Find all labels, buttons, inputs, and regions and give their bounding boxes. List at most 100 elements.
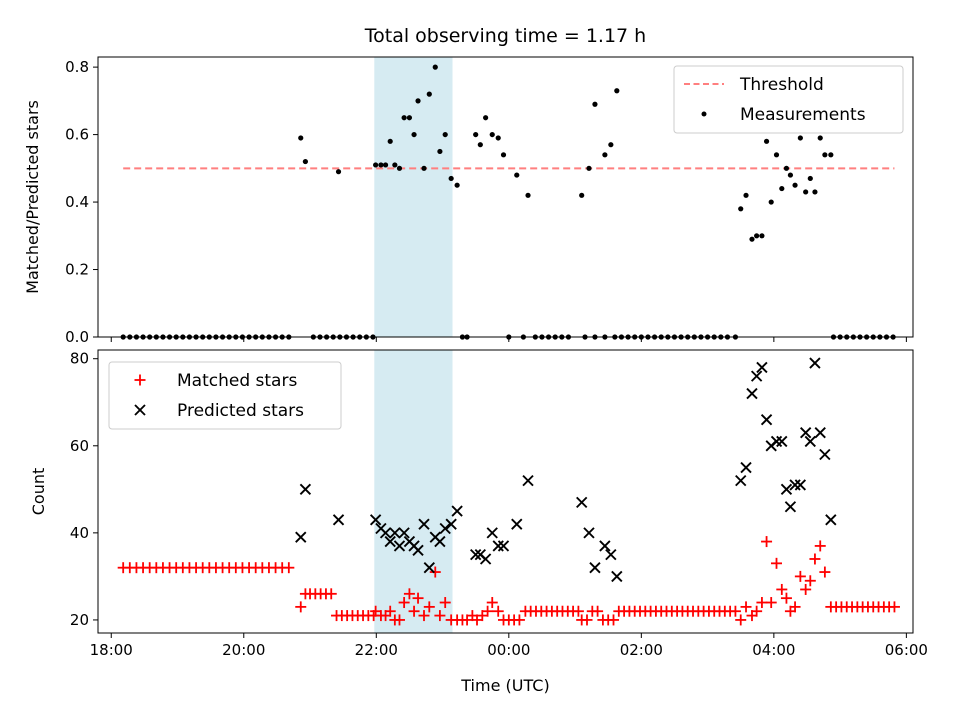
measurement-point <box>387 138 393 144</box>
cross-stroke <box>439 522 451 535</box>
measurement-point <box>415 98 421 104</box>
measurement-point <box>763 138 770 144</box>
legend-threshold-label: Threshold <box>739 75 824 95</box>
measurement-point <box>378 162 384 168</box>
predicted-star-point <box>740 461 752 474</box>
matched-star-point <box>492 605 504 617</box>
measurement-point <box>302 158 308 165</box>
predicted-star-point <box>332 514 345 526</box>
measurement-point <box>448 175 454 182</box>
bot-x-tick-label: 18:00 <box>90 641 133 659</box>
matched-star-point <box>756 597 768 609</box>
measurement-point <box>608 142 614 148</box>
cross-stroke <box>576 496 588 509</box>
matched-star-point <box>592 605 604 617</box>
cross-stroke <box>789 479 801 491</box>
cross-stroke <box>756 361 768 374</box>
measurement-point <box>586 165 592 171</box>
matched-star-point <box>776 583 788 595</box>
bottom-marks <box>117 357 900 626</box>
matched-star-point <box>513 614 525 626</box>
predicted-star-point <box>412 544 424 556</box>
predicted-star-point <box>451 505 463 517</box>
matched-star-point <box>729 605 741 617</box>
matched-star-point <box>572 605 584 617</box>
matched-star-point <box>809 553 821 565</box>
predicted-star-point <box>746 387 758 400</box>
measurement-point <box>592 101 598 107</box>
measurement-point <box>749 236 755 242</box>
predicted-star-point <box>393 540 406 552</box>
matched-star-point <box>283 562 295 574</box>
legend-measurements-label: Measurements <box>740 105 866 125</box>
predicted-star-point <box>439 522 451 535</box>
matched-star-point <box>403 588 415 600</box>
cross-stroke <box>412 544 424 556</box>
predicted-star-point <box>398 527 410 539</box>
predicted-star-point <box>605 548 617 561</box>
predicted-star-point <box>492 540 504 552</box>
cross-stroke <box>379 527 392 539</box>
measurement-point <box>807 175 813 182</box>
bot-x-tick-label: 20:00 <box>222 641 265 659</box>
measurement-point <box>812 189 818 195</box>
cross-stroke <box>583 527 595 539</box>
top-y-tick-label: 0.0 <box>65 328 89 346</box>
bottom-legend: Matched stars Predicted stars <box>108 361 342 430</box>
cross-stroke <box>819 448 831 461</box>
measurement-point <box>792 182 798 188</box>
predicted-star-point <box>583 527 595 539</box>
predicted-star-point <box>780 483 793 495</box>
measurement-point <box>773 152 780 158</box>
matched-star-point <box>434 610 446 622</box>
top-y-tick-label: 0.6 <box>65 126 89 144</box>
matched-star-point <box>423 601 435 613</box>
predicted-star-point <box>497 540 510 552</box>
cross-stroke <box>418 518 430 530</box>
top-y-tick-label: 0.2 <box>65 261 89 279</box>
cross-stroke <box>735 474 747 487</box>
measurement-point <box>500 152 507 158</box>
cross-stroke <box>780 483 793 495</box>
predicted-star-point <box>511 518 523 530</box>
measurement-point <box>382 162 389 168</box>
measurement-point <box>822 152 828 158</box>
measurement-point <box>828 152 834 158</box>
bot-y-tick-label: 40 <box>70 524 89 542</box>
measurement-point <box>426 91 432 97</box>
top-y-axis-label: Matched/Predicted stars <box>23 100 42 294</box>
predicted-star-point <box>784 501 797 513</box>
cross-stroke <box>605 548 617 561</box>
predicted-star-point <box>804 435 816 448</box>
measurement-point <box>817 135 823 141</box>
top-y-tick-label: 0.8 <box>65 58 89 76</box>
bot-x-tick-label: 02:00 <box>620 641 663 659</box>
bottom-y-axis-label: Count <box>29 468 48 516</box>
predicted-star-point <box>486 527 498 539</box>
matched-star-point <box>735 614 747 626</box>
bottom-shaded-region <box>374 350 453 633</box>
bottom-panel: 18:00 20:00 22:00 00:00 02:00 04:00 06:00 20 40… <box>29 349 928 695</box>
predicted-star-point <box>611 570 623 583</box>
legend-matched-swatch <box>134 374 146 386</box>
measurement-point <box>406 115 413 121</box>
legend-predicted-label: Predicted stars <box>177 401 304 421</box>
predicted-star-point <box>369 514 382 526</box>
predicted-star-point <box>445 518 457 530</box>
cross-stroke <box>389 527 401 539</box>
legend-plus-mark <box>134 374 146 386</box>
cross-stroke <box>814 427 826 439</box>
legend-measurements-swatch <box>701 111 707 117</box>
predicted-star-point <box>735 474 747 487</box>
matched-star-point <box>482 605 494 617</box>
cross-stroke <box>799 427 812 439</box>
measurement-point <box>768 199 774 205</box>
matched-star-point <box>761 536 773 548</box>
bottom-x-ticks: 18:00 20:00 22:00 00:00 02:00 04:00 06:00 <box>90 633 928 659</box>
predicted-star-point <box>789 479 801 491</box>
matched-star-point <box>608 614 620 626</box>
top-y-ticks: 0.0 0.2 0.4 0.6 0.8 <box>65 58 98 346</box>
predicted-star-point <box>776 435 788 448</box>
predicted-star-point <box>423 562 435 574</box>
